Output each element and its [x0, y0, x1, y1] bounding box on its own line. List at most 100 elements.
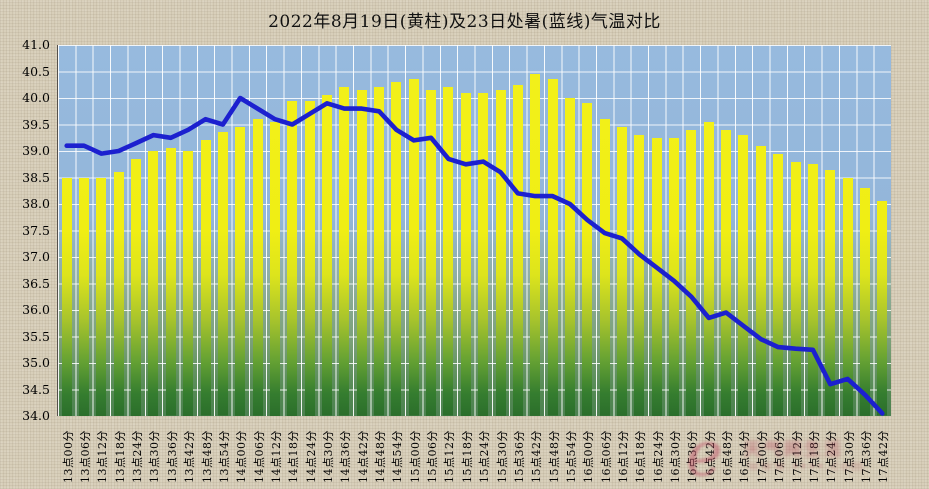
bar — [408, 79, 419, 416]
x-tick-label: 15点54分 — [564, 430, 578, 483]
x-tick-label: 14点24分 — [304, 430, 318, 483]
bar — [443, 87, 454, 416]
bar — [686, 129, 697, 416]
x-tick-label: 15点12分 — [443, 430, 457, 483]
bar — [478, 92, 489, 416]
y-tick-label: 34.5 — [22, 381, 50, 397]
bar — [374, 87, 385, 416]
x-tick-label: 16点12分 — [617, 430, 630, 483]
x-tick-label: 14点30分 — [321, 430, 335, 483]
bar — [859, 188, 870, 416]
x-tick-label: 15点48分 — [547, 430, 561, 483]
x-tick-label: 15点36分 — [512, 430, 526, 483]
x-tick-label: 16点06分 — [599, 430, 613, 483]
x-tick-label: 14点54分 — [391, 430, 405, 483]
y-tick-label: 37.0 — [22, 249, 50, 264]
x-tick-label: 14点18分 — [287, 430, 301, 483]
temperature-line — [64, 95, 885, 416]
x-tick-label: 17点12分 — [790, 430, 804, 483]
bar — [235, 127, 246, 416]
bar — [252, 119, 263, 416]
x-tick-label: 15点30分 — [495, 430, 509, 483]
bar — [287, 100, 298, 416]
x-tick-label: 13点42分 — [183, 430, 197, 483]
x-tick-label: 15点06分 — [426, 430, 440, 483]
x-tick-label: 13点18分 — [113, 430, 127, 483]
gridlines — [58, 45, 891, 416]
bar — [460, 92, 471, 416]
bar — [807, 164, 818, 416]
bar — [96, 177, 107, 416]
x-tick-label: 14点36分 — [339, 430, 353, 483]
bar — [617, 127, 627, 416]
y-tick-label: 35.0 — [22, 355, 50, 370]
x-tick-label: 13点54分 — [217, 430, 231, 483]
bar — [651, 137, 662, 416]
x-tick-label: 17点24分 — [825, 430, 839, 483]
y-tick-label: 39.5 — [22, 116, 50, 132]
bar — [530, 74, 541, 416]
bar — [755, 145, 766, 416]
bar — [669, 137, 680, 416]
x-tick-label: 13点06分 — [79, 430, 93, 483]
bar — [495, 90, 506, 416]
x-tick-label: 13点24分 — [131, 430, 145, 483]
bar — [825, 169, 836, 416]
bar — [721, 129, 732, 416]
bar — [426, 90, 437, 416]
y-tick-label: 40.5 — [22, 63, 50, 79]
y-tick-label: 40.0 — [22, 90, 50, 105]
y-tick-label: 37.5 — [22, 222, 50, 238]
x-tick-label: 13点30分 — [148, 430, 162, 483]
y-tick-label: 41.0 — [22, 37, 50, 52]
x-tick-label: 16点36分 — [686, 430, 700, 483]
bar — [217, 132, 228, 416]
x-tick-label: 16点30分 — [669, 430, 683, 483]
y-tick-label: 36.0 — [22, 302, 50, 317]
bar — [842, 177, 853, 416]
bar — [877, 201, 888, 416]
x-tick-label: 17点42分 — [877, 430, 891, 483]
bar — [582, 103, 593, 416]
x-tick-label: 17点36分 — [859, 430, 873, 483]
bar — [113, 172, 124, 416]
x-tick-label: 16点24分 — [651, 430, 665, 483]
bar — [703, 121, 714, 416]
x-tick-label: 17点18分 — [807, 430, 821, 483]
x-tick-label: 14点00分 — [235, 430, 249, 483]
bar — [79, 177, 90, 416]
y-tick-label: 38.5 — [22, 169, 50, 185]
bar — [773, 153, 784, 416]
bar — [183, 151, 194, 416]
bar — [304, 100, 315, 416]
bar — [321, 95, 332, 416]
bar — [200, 140, 211, 416]
bar — [790, 161, 801, 416]
x-tick-label: 17点06分 — [773, 430, 787, 483]
bar — [148, 151, 159, 416]
x-tick-label: 13点12分 — [96, 430, 110, 483]
x-tick-label: 16点00分 — [582, 430, 596, 483]
x-tick-label: 14点42分 — [356, 430, 370, 483]
x-tick-label: 15点24分 — [478, 430, 492, 483]
x-tick-label: 15点18分 — [460, 430, 474, 483]
chart-title: 2022年8月19日(黄柱)及23日处暑(蓝线)气温对比 — [268, 12, 661, 32]
x-tick-label: 15点00分 — [408, 430, 422, 483]
bar — [61, 177, 72, 416]
bar — [599, 119, 610, 416]
x-tick-label: 16点54分 — [738, 430, 752, 483]
y-tick-label: 38.0 — [22, 196, 50, 211]
x-tick-label: 14点12分 — [269, 430, 283, 483]
x-tick-label: 16点18分 — [634, 430, 648, 483]
bar — [356, 90, 367, 416]
x-tick-label: 13点00分 — [61, 430, 75, 483]
y-tick-label: 36.5 — [22, 275, 50, 291]
x-tick-label: 14点48分 — [374, 430, 388, 483]
y-tick-label: 39.0 — [22, 143, 50, 158]
bar — [564, 98, 575, 416]
bar — [131, 158, 142, 416]
bar — [512, 84, 523, 416]
x-tick-label: 17点00分 — [755, 430, 769, 483]
bar — [547, 79, 558, 416]
